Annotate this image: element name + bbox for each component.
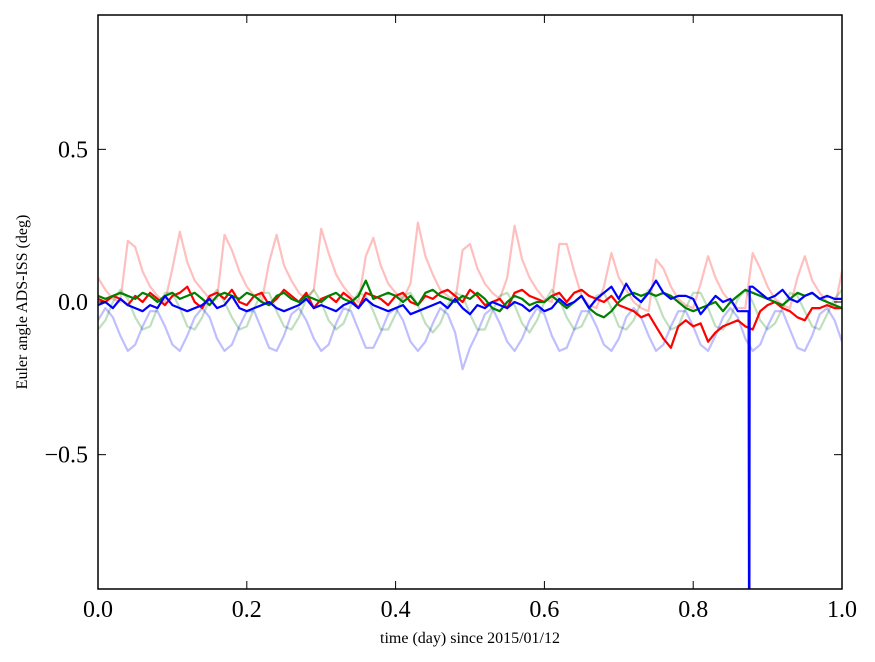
- x-tick-label: 0.4: [381, 597, 411, 623]
- x-tick-label: 1.0: [827, 597, 857, 623]
- y-tick-label: −0.5: [44, 443, 88, 469]
- x-tick-label: 0.2: [232, 597, 262, 623]
- series-line-blue: [98, 279, 842, 589]
- series-line-red: [98, 285, 842, 349]
- x-tick-label: 0.6: [529, 597, 559, 623]
- series-group: [98, 221, 842, 589]
- y-tick-label: 0.5: [58, 137, 88, 163]
- x-tick-label: 0.8: [678, 597, 708, 623]
- y-axis-label: Euler angle ADS-ISS (deg): [14, 215, 31, 390]
- series-line-green: [98, 279, 842, 319]
- ticks-group: 0.0 0.2 0.4 0.6 0.8 1.0 0.5 0.0 −0.5: [44, 15, 857, 623]
- series-line-faint-red: [98, 221, 842, 313]
- x-tick-label: 0.0: [83, 597, 113, 623]
- x-axis-label: time (day) since 2015/01/12: [380, 630, 560, 647]
- y-tick-label: 0.0: [58, 290, 88, 316]
- plot-background: [98, 15, 842, 589]
